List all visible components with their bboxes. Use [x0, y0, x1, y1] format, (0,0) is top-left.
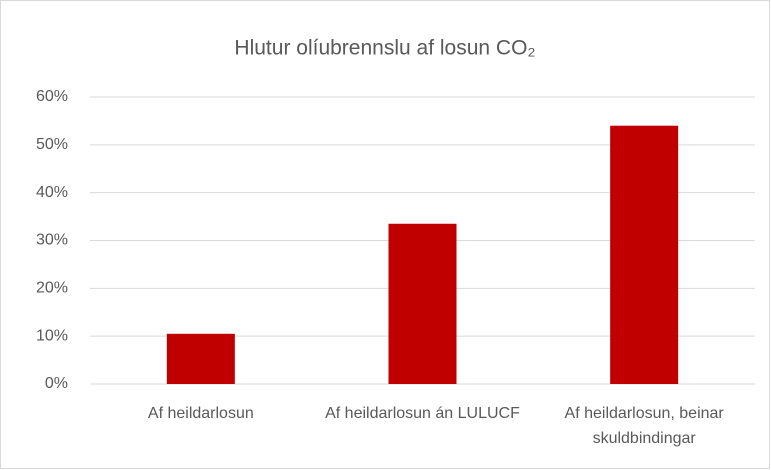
chart-title: Hlutur olíubrennslu af losun CO₂	[234, 37, 535, 60]
y-tick-label: 0%	[45, 375, 68, 392]
bar	[166, 333, 235, 384]
bar	[388, 223, 457, 384]
y-tick-label: 60%	[36, 88, 68, 105]
y-tick-label: 50%	[36, 136, 68, 153]
x-tick-label: Af heildarlosun, beinar skuldbindingar	[564, 405, 724, 447]
y-tick-label: 10%	[36, 327, 68, 344]
x-tick-label: Af heildarlosun	[147, 405, 254, 422]
x-tick-label: Af heildarlosun án LULUCF	[325, 405, 520, 422]
y-tick-label: 40%	[36, 184, 68, 201]
y-tick-label: 20%	[36, 280, 68, 297]
bar	[610, 125, 679, 384]
y-tick-label: 30%	[36, 232, 68, 249]
